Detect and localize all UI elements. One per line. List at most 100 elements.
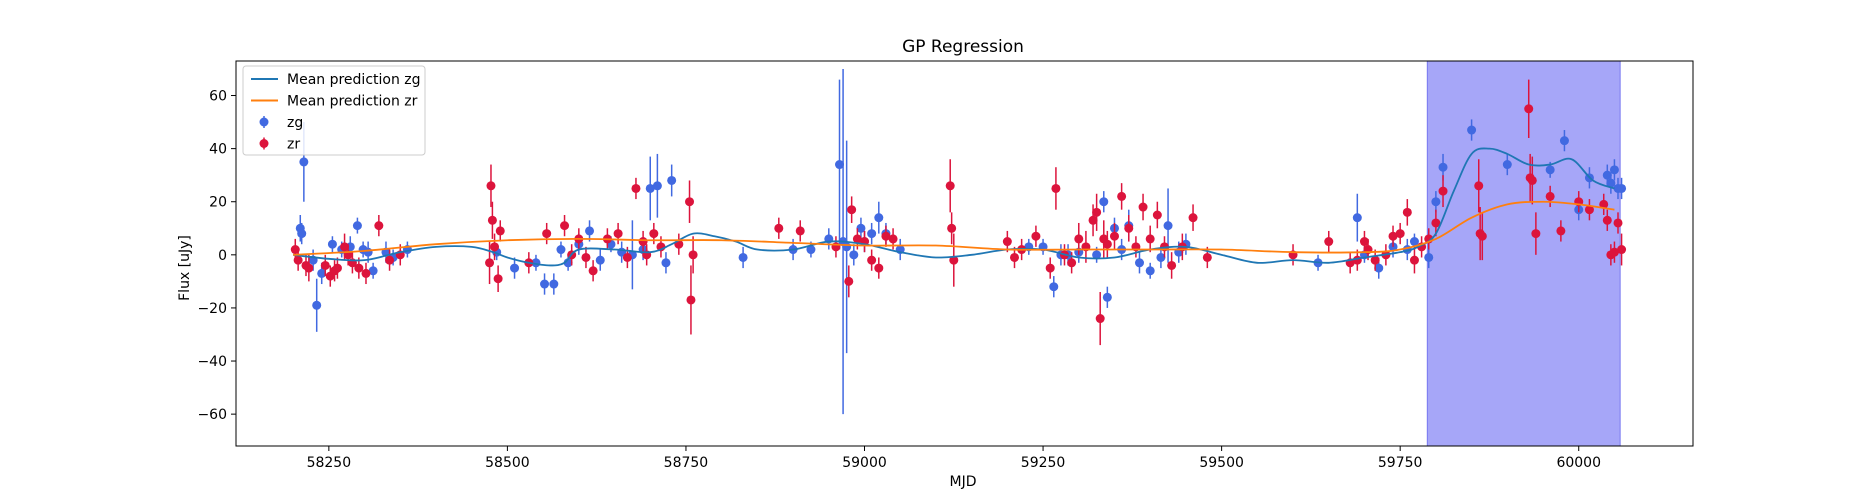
zr-point	[1477, 231, 1487, 241]
mean-zg-line	[293, 147, 1615, 267]
zr-point	[581, 252, 591, 262]
zr-point	[1602, 215, 1612, 225]
zr-point	[354, 263, 364, 273]
zg-point	[540, 279, 550, 289]
zg-point	[738, 252, 748, 262]
zr-point	[685, 197, 695, 207]
zr-point	[947, 223, 957, 233]
zr-point	[1324, 237, 1334, 247]
zr-point	[1474, 181, 1484, 191]
zr-point	[1145, 234, 1155, 244]
zg-point	[1467, 125, 1477, 135]
zg-point	[1431, 197, 1441, 207]
zg-point	[1606, 178, 1616, 188]
zg-point	[1352, 213, 1362, 223]
zr-point	[495, 226, 505, 236]
zg-point	[1134, 258, 1144, 268]
zr-point	[1167, 260, 1177, 270]
zg-point	[299, 157, 309, 167]
y-tick-label: −20	[197, 301, 227, 317]
zr-point	[1117, 191, 1127, 201]
zr-point	[1402, 207, 1412, 217]
zr-point	[1431, 218, 1441, 228]
zr-point	[847, 205, 857, 215]
zg-point	[317, 268, 327, 278]
zg-point	[874, 213, 884, 223]
y-tick-label: −40	[197, 354, 227, 370]
zg-point	[806, 245, 816, 255]
y-tick-label: 40	[209, 142, 227, 158]
y-axis-label: Flux [uJy]	[177, 235, 193, 301]
zg-point	[1049, 282, 1059, 292]
zg-point	[652, 181, 662, 191]
zg-point	[1163, 221, 1173, 231]
zg-point	[297, 229, 307, 239]
x-tick-label: 58500	[485, 455, 530, 471]
zg-point	[842, 242, 852, 252]
zr-point	[1613, 218, 1623, 228]
zr-point	[1092, 207, 1102, 217]
zg-point	[1502, 160, 1512, 170]
zg-point	[1156, 252, 1166, 262]
zr-point	[631, 183, 641, 193]
legend-box	[242, 65, 426, 156]
zr-point	[1102, 239, 1112, 249]
zr-point	[649, 229, 659, 239]
zr-point	[1009, 252, 1019, 262]
zr-point	[1067, 258, 1077, 268]
zr-point	[385, 255, 395, 265]
zg-point	[645, 183, 655, 193]
x-tick-label: 59500	[1199, 455, 1244, 471]
legend: Mean prediction zg Mean prediction zr zg zr	[242, 65, 426, 156]
zg-point	[363, 247, 373, 257]
plot-frame	[235, 60, 1694, 447]
zg-point	[585, 226, 595, 236]
zr-point	[340, 242, 350, 252]
zr-point	[588, 266, 598, 276]
zg-point	[1424, 252, 1434, 262]
zr-point	[1527, 175, 1537, 185]
y-tick-label: 0	[218, 248, 227, 264]
plot-area	[290, 61, 1627, 446]
zr-point	[493, 274, 503, 284]
legend-label: zr	[287, 137, 300, 153]
zr-point	[1152, 210, 1162, 220]
x-tick-label: 58750	[664, 455, 709, 471]
zr-point	[945, 181, 955, 191]
mean-zr-line	[293, 200, 1615, 256]
zr-point	[795, 226, 805, 236]
y-tick-label: 60	[209, 89, 227, 105]
x-tick-label: 59750	[1378, 455, 1423, 471]
legend-label: Mean prediction zg	[287, 72, 421, 88]
zr-point	[1556, 226, 1566, 236]
zg-point	[661, 258, 671, 268]
zr-point	[332, 263, 342, 273]
y-tick-label: 20	[209, 195, 227, 211]
zr-point	[560, 221, 570, 231]
zg-point	[867, 229, 877, 239]
zr-point	[1584, 205, 1594, 215]
zr-point	[874, 263, 884, 273]
zr-point	[1031, 231, 1041, 241]
zr-point	[949, 255, 959, 265]
zr-point	[490, 242, 500, 252]
plot-inner	[290, 61, 1627, 446]
zr-point	[1370, 255, 1380, 265]
zr-point	[1617, 245, 1627, 255]
zr-point	[1409, 255, 1419, 265]
zr-point	[1531, 229, 1541, 239]
legend-marker-swatch	[259, 117, 269, 127]
zr-point	[688, 250, 698, 260]
zg-point	[1374, 263, 1384, 273]
zg-point	[368, 266, 378, 276]
zr-point	[852, 234, 862, 244]
zg-point	[352, 221, 362, 231]
zr-point	[1074, 234, 1084, 244]
zr-point	[361, 268, 371, 278]
zr-point	[1045, 263, 1055, 273]
zr-point	[1359, 237, 1369, 247]
zr-point	[622, 252, 632, 262]
y-tick-label: −60	[197, 407, 227, 423]
zg-point	[856, 223, 866, 233]
